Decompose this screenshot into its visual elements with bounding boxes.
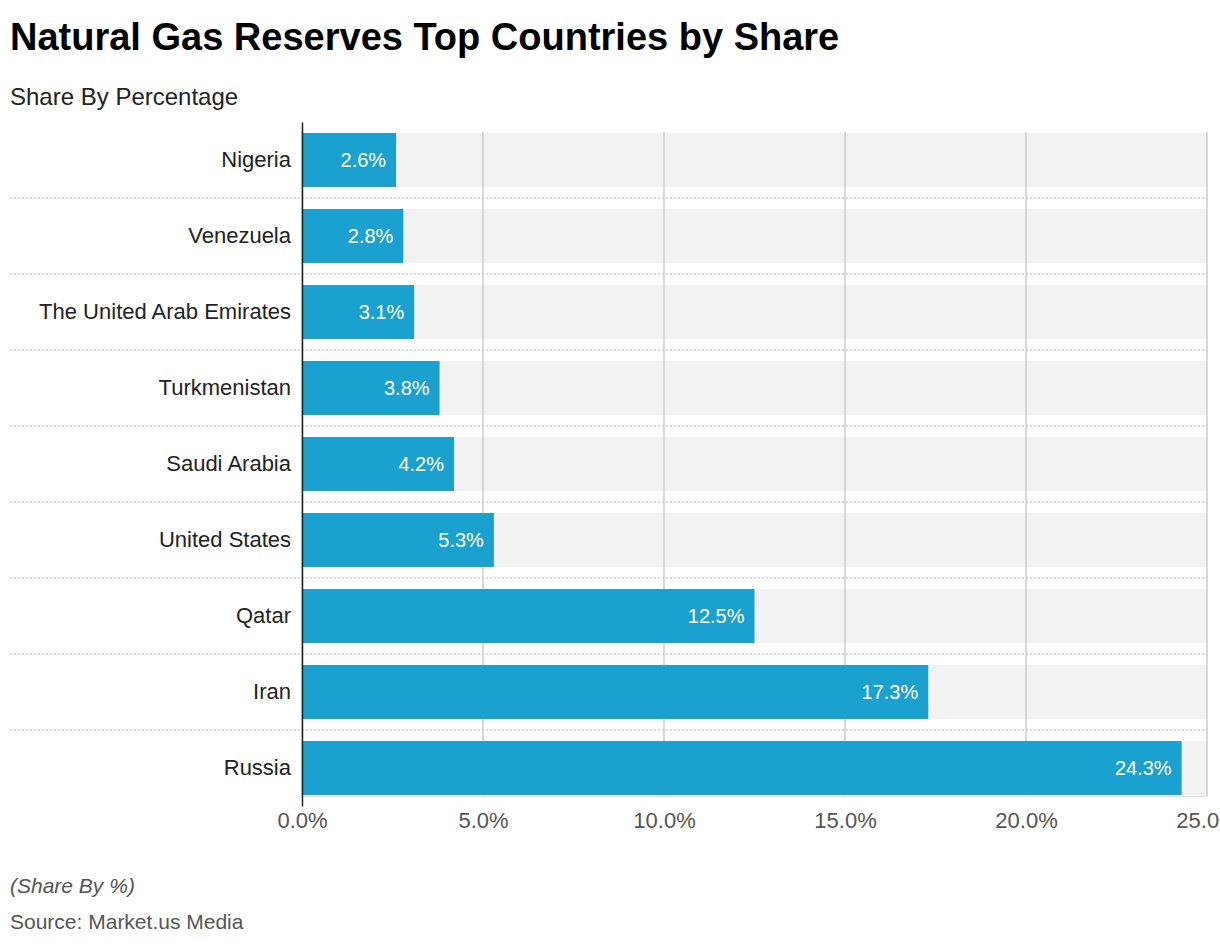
y-tick: Qatar [236,603,302,628]
grid-line [1025,132,1027,796]
y-tick: United States [159,527,302,552]
bar [302,361,440,415]
bar [302,437,454,491]
row-separator [10,502,1207,503]
title: Natural Gas Reserves Top Countries by Sh… [10,16,839,58]
y-tick-label: Nigeria [221,147,291,172]
x-tick-label: 10.0% [633,808,695,833]
row-separator [10,274,1207,275]
x-axis: 0.0% 5.0% 10.0% 15.0% 20.0% 25.0% [277,796,1220,833]
x-tick-label: 5.0% [458,808,508,833]
grid-line [1206,132,1208,796]
y-tick: Nigeria [221,147,302,172]
data-label: 24.3% [1115,757,1172,779]
row-separators [10,198,1207,730]
x-tick-label: 20.0% [995,808,1057,833]
x-tick: 5.0% [458,796,508,833]
x-tick-label: 15.0% [814,808,876,833]
bar [302,133,396,187]
row-band [302,741,1207,795]
data-label: 4.2% [398,453,444,475]
y-tick-label: Turkmenistan [159,375,291,400]
data-label: 2.8% [348,225,394,247]
y-tick-label: The United Arab Emirates [39,299,291,324]
row-band [302,437,1207,491]
bar [302,665,928,719]
row-separator [10,198,1207,199]
source: Source: Market.us Media [10,910,244,933]
note: (Share By %) [10,874,135,897]
row-separator [10,350,1207,351]
y-tick-label: United States [159,527,291,552]
y-tick-label: Qatar [236,603,291,628]
annotations: (Share By %) Source: Market.us Media [10,874,244,933]
grid [302,132,1207,796]
data-label: 2.6% [341,149,387,171]
chart: Natural Gas Reserves Top Countries by Sh… [0,0,1220,946]
bar [302,589,755,643]
x-tick: 15.0% [814,796,876,833]
y-tick-label: Russia [224,755,292,780]
row-band [302,361,1207,415]
y-tick: Turkmenistan [159,375,302,400]
y-tick: Iran [253,679,302,704]
x-tick-label: 0.0% [277,808,327,833]
bar [302,285,414,339]
x-tick: 25.0% [1176,796,1220,833]
y-tick-label: Venezuela [188,223,292,248]
row-band [302,133,1207,187]
bars [302,133,1182,795]
subtitle: Share By Percentage [10,83,238,110]
bar [302,209,403,263]
data-label: 12.5% [688,605,745,627]
y-tick-label: Saudi Arabia [166,451,292,476]
row-band [302,513,1207,567]
row-separator [10,578,1207,579]
row-band [302,285,1207,339]
y-axis: Nigeria Venezuela The United Arab Emirates… [39,123,302,807]
x-tick: 10.0% [633,796,695,833]
bar [302,513,494,567]
data-label: 3.8% [384,377,430,399]
x-axis-line [303,796,1208,797]
data-labels: 2.6% 2.8% 3.1% 3.8% 4.2% 5.3% 12.5% 17.3% 24.3% [341,149,1172,779]
row-separator [10,730,1207,731]
x-tick: 20.0% [995,796,1057,833]
data-label: 5.3% [438,529,484,551]
row-separator [10,654,1207,655]
y-tick: Saudi Arabia [166,451,302,476]
row-separator [10,426,1207,427]
y-tick: The United Arab Emirates [39,299,302,324]
y-axis-line [302,123,304,807]
row-band [302,209,1207,263]
data-label: 17.3% [862,681,919,703]
row-band [302,589,1207,643]
y-tick: Russia [224,755,302,780]
y-tick: Venezuela [188,223,302,248]
bands [302,133,1207,795]
x-tick-label: 25.0% [1176,808,1220,833]
y-tick-label: Iran [253,679,291,704]
data-label: 3.1% [359,301,405,323]
row-band [302,665,1207,719]
bar [302,741,1182,795]
